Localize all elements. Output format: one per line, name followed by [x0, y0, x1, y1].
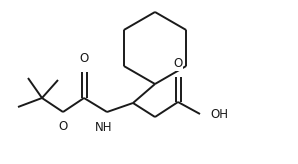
Text: NH: NH: [95, 121, 113, 134]
Text: O: O: [79, 52, 89, 65]
Text: O: O: [173, 57, 183, 70]
Text: O: O: [58, 120, 68, 133]
Text: OH: OH: [210, 107, 228, 121]
